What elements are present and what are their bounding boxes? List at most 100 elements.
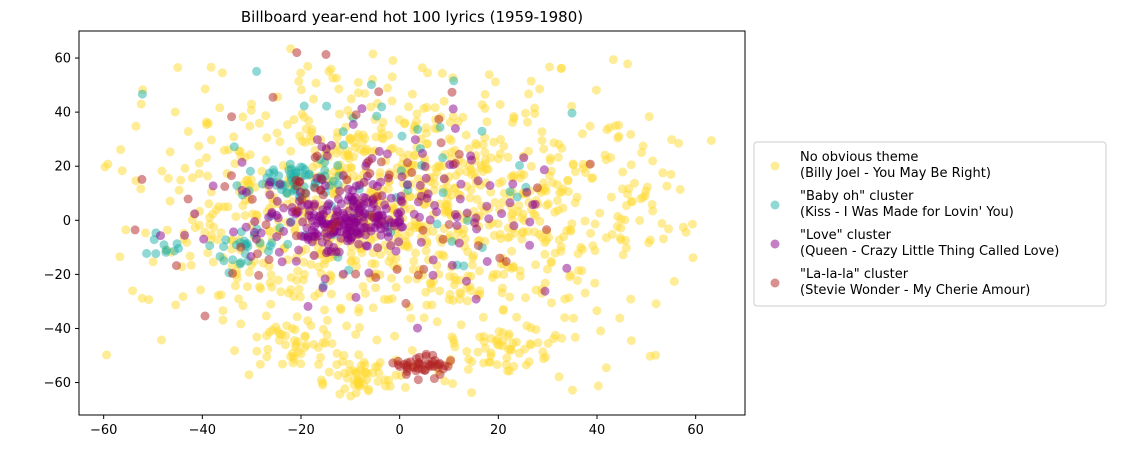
no_theme-point [289,291,299,301]
love-point [361,241,371,251]
no_theme-point [485,357,495,367]
no_theme-point [194,141,204,151]
no_theme-point [553,196,562,206]
love-point [249,227,259,237]
love-point [208,181,218,191]
no_theme-point [276,287,286,297]
no_theme-point [626,129,636,139]
no_theme-point [440,376,450,386]
no_theme-point [486,187,496,197]
love-point [485,181,495,190]
legend-marker-no_theme [770,161,780,171]
love-point [447,260,457,270]
no_theme-point [530,227,540,237]
no_theme-point [217,68,227,78]
no_theme-point [590,219,600,229]
no_theme-point [387,96,397,106]
love-point [484,214,494,224]
love-point [373,243,383,253]
no_theme-point [346,94,356,104]
no_theme-point [340,368,350,378]
la_la-point [318,190,328,200]
la_la-point [429,374,439,384]
no_theme-point [498,197,508,207]
no_theme-point [560,313,570,323]
no_theme-point [407,89,417,99]
no_theme-point [617,184,627,194]
baby_oh-point [435,122,445,132]
love-point [425,215,435,225]
no_theme-point [349,138,359,148]
no_theme-point [474,266,484,276]
no_theme-point [326,289,336,299]
love-point [383,227,393,237]
no_theme-point [662,181,672,191]
love-point [291,256,301,266]
no_theme-point [407,346,417,355]
no_theme-point [385,381,395,391]
love-point [462,208,472,218]
no_theme-point [503,152,513,162]
no_theme-point [515,271,525,281]
no_theme-point [421,246,431,256]
no_theme-point [464,144,474,154]
no_theme-point [400,383,410,392]
love-point [274,247,284,257]
love-point [397,172,407,182]
la_la-point [226,171,236,181]
no_theme-point [657,218,667,228]
no_theme-point [618,167,628,177]
la_la-point [264,255,274,265]
la_la-point [434,114,444,124]
no_theme-point [666,169,676,179]
la_la-point [227,112,237,122]
no_theme-point [593,381,603,391]
no_theme-point [327,339,337,348]
no_theme-point [273,275,283,285]
no_theme-point [301,244,311,254]
la_la-point [137,174,147,184]
no_theme-point [320,338,330,348]
no_theme-point [556,242,566,252]
no_theme-point [615,233,625,243]
no_theme-point [484,70,494,80]
no_theme-point [201,153,211,163]
no_theme-point [473,347,483,357]
la_la-point [316,173,326,183]
love-point [354,239,364,249]
la_la-point [419,264,429,274]
la_la-point [418,225,428,235]
love-point [413,197,423,207]
no_theme-point [591,85,601,95]
no_theme-point [566,226,576,236]
no_theme-point [162,225,172,235]
y-axis: −60 −40 −20 0 20 40 60 [44,52,79,391]
la_la-point [331,218,341,228]
no_theme-point [320,305,329,315]
no_theme-point [533,338,543,348]
no_theme-point [409,256,419,266]
love-point [279,226,289,236]
no_theme-point [283,120,292,130]
no_theme-point [230,281,240,291]
love-point [351,292,361,302]
baby_oh-point [236,258,246,268]
no_theme-point [462,167,472,177]
no_theme-point [472,140,482,150]
la_la-point [200,311,210,321]
love-point [156,231,165,241]
la_la-point [438,234,448,244]
no_theme-point [549,334,559,344]
love-point [180,230,190,240]
no_theme-point [529,209,539,219]
no_theme-point [395,147,405,157]
love-point [333,194,343,204]
no_theme-point [336,303,345,313]
no_theme-point [602,125,612,135]
no_theme-point [455,288,465,298]
no_theme-point [647,200,657,209]
no_theme-point [521,293,530,303]
baby_oh-point [505,187,515,197]
no_theme-point [448,379,458,389]
la_la-point [301,188,311,198]
